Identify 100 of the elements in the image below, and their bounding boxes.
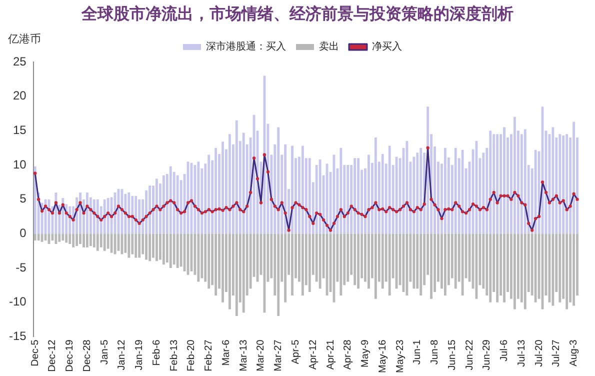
bar bbox=[496, 234, 499, 302]
x-tick-label: Feb-20 bbox=[186, 339, 198, 372]
x-tick-label: Jan-5 bbox=[99, 339, 110, 365]
bar bbox=[374, 138, 377, 234]
bar bbox=[263, 76, 266, 234]
bar bbox=[412, 234, 416, 289]
bar bbox=[318, 160, 322, 234]
bar bbox=[148, 186, 151, 234]
x-tick-label: Feb-13 bbox=[168, 339, 180, 372]
y-tick-label: 10 bbox=[12, 157, 27, 172]
bar bbox=[430, 234, 433, 299]
bar bbox=[308, 234, 311, 292]
legend-label: 卖出 bbox=[319, 40, 339, 53]
x-tick-label: Mar-27 bbox=[273, 339, 284, 372]
x-tick-label: Apr-21 bbox=[325, 339, 336, 370]
bar bbox=[263, 234, 266, 313]
x-tick-label: Jun-8 bbox=[430, 339, 441, 365]
bar bbox=[562, 135, 565, 234]
bar bbox=[444, 234, 446, 296]
bar bbox=[222, 142, 224, 234]
x-tick-label: Jun-1 bbox=[412, 339, 424, 365]
bar bbox=[374, 234, 377, 299]
bar bbox=[214, 234, 218, 296]
bar bbox=[503, 127, 506, 234]
bar bbox=[284, 144, 287, 234]
bar bbox=[412, 156, 416, 234]
x-tick-label: Jun-22 bbox=[464, 339, 476, 370]
x-tick-label: Mar-20 bbox=[256, 339, 267, 372]
bar bbox=[346, 234, 350, 282]
bar bbox=[558, 134, 562, 234]
x-tick-label: Jul-27 bbox=[551, 339, 562, 367]
bar bbox=[194, 164, 196, 234]
bar bbox=[58, 234, 61, 242]
bar bbox=[86, 192, 88, 234]
bar bbox=[444, 148, 446, 234]
bar bbox=[62, 234, 64, 241]
bar bbox=[454, 234, 457, 289]
bar bbox=[496, 134, 499, 234]
bar bbox=[291, 234, 294, 296]
bar bbox=[89, 234, 92, 246]
bar bbox=[235, 120, 238, 234]
bar bbox=[96, 234, 99, 251]
x-tick-label: Jul-13 bbox=[516, 339, 528, 367]
x-tick-label: Mar-13 bbox=[238, 339, 250, 372]
bar bbox=[34, 234, 36, 241]
x-tick-label: Mar-6 bbox=[220, 339, 232, 366]
bar bbox=[169, 234, 172, 268]
bar bbox=[395, 234, 398, 289]
bar bbox=[222, 234, 224, 302]
bar bbox=[388, 146, 391, 234]
bar bbox=[388, 234, 391, 296]
bar bbox=[176, 175, 179, 234]
legend-label: 净买入 bbox=[372, 40, 402, 53]
bar bbox=[340, 148, 342, 234]
y-tick-label: -15 bbox=[9, 328, 27, 343]
chart-title: 全球股市净流出，市场情绪、经济前景与投资策略的深度剖析 bbox=[80, 3, 514, 25]
bar bbox=[558, 234, 562, 302]
bar bbox=[208, 234, 210, 289]
x-tick-label: Apr-28 bbox=[342, 339, 354, 370]
bar bbox=[572, 234, 576, 306]
bar bbox=[308, 158, 311, 234]
bar bbox=[277, 127, 280, 234]
bar bbox=[156, 234, 158, 262]
bar bbox=[301, 234, 304, 296]
bar bbox=[138, 199, 141, 234]
bar bbox=[406, 234, 408, 296]
bar bbox=[162, 234, 165, 265]
bar bbox=[110, 234, 113, 253]
bar bbox=[145, 234, 148, 260]
bar bbox=[214, 148, 218, 234]
bar bbox=[395, 156, 398, 234]
bar bbox=[552, 234, 554, 306]
bar bbox=[503, 234, 506, 302]
bar bbox=[572, 122, 576, 234]
bar bbox=[277, 234, 280, 316]
bar bbox=[103, 234, 106, 251]
y-tick-label: 20 bbox=[12, 88, 27, 103]
bar bbox=[138, 234, 141, 258]
bar bbox=[200, 234, 204, 278]
bar bbox=[242, 234, 245, 313]
bar bbox=[340, 234, 342, 296]
bar bbox=[381, 154, 384, 234]
bar bbox=[354, 234, 356, 286]
bar bbox=[86, 234, 88, 248]
x-tick-label: May-16 bbox=[377, 339, 388, 374]
y-tick-label: -10 bbox=[9, 294, 27, 309]
bar bbox=[148, 234, 151, 262]
bar bbox=[357, 234, 360, 289]
bar bbox=[291, 146, 294, 234]
bar bbox=[106, 198, 110, 234]
bar bbox=[79, 234, 82, 244]
bar bbox=[284, 234, 287, 302]
bar bbox=[368, 234, 370, 289]
bar bbox=[492, 134, 496, 234]
x-tick-label: Jan-12 bbox=[116, 339, 128, 370]
bar bbox=[381, 234, 384, 289]
bar bbox=[406, 140, 408, 234]
x-tick-label: Dec-19 bbox=[64, 339, 76, 372]
bar bbox=[100, 234, 102, 248]
y-axis-title: 亿港币 bbox=[7, 32, 41, 46]
